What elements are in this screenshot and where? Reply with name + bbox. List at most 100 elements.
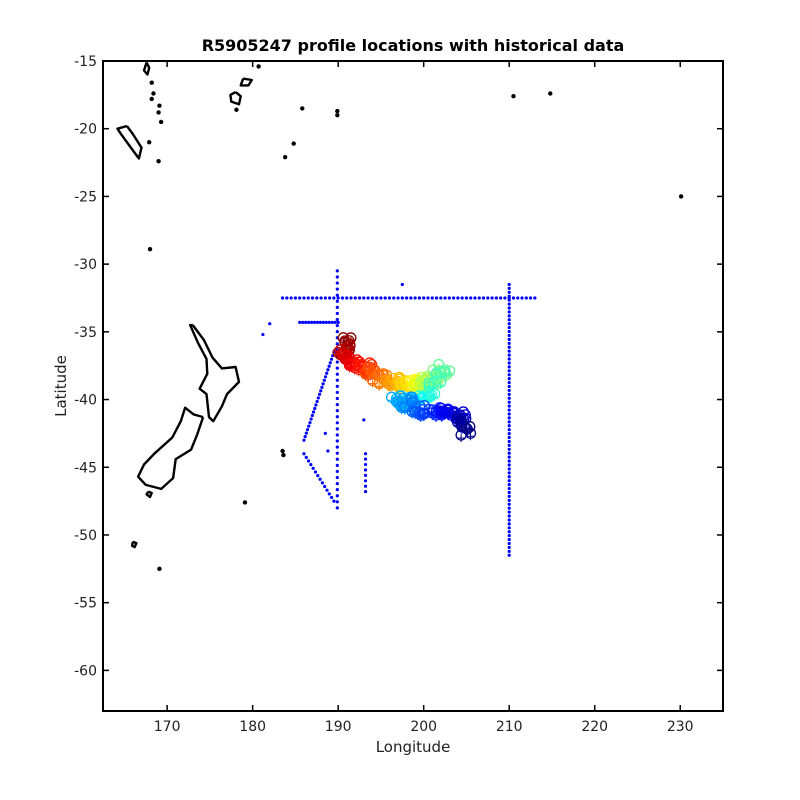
historical-point: [335, 494, 339, 498]
historical-point: [507, 518, 511, 522]
historical-point: [335, 293, 339, 297]
historical-point: [507, 534, 511, 538]
historical-point: [507, 435, 511, 440]
coastline: [229, 91, 242, 106]
historical-point: [335, 439, 339, 443]
historical-point: [507, 357, 511, 361]
island-marker: [149, 80, 154, 85]
historical-point: [507, 424, 511, 428]
historical-point: [335, 384, 339, 388]
historical-point: [315, 399, 319, 404]
historical-point: [320, 481, 324, 485]
historical-point: [285, 296, 289, 300]
historical-point: [335, 402, 339, 407]
coastline: [239, 77, 254, 87]
historical-point: [307, 424, 311, 428]
historical-point: [507, 322, 511, 326]
historical-point: [507, 553, 511, 557]
historical-point: [507, 510, 511, 514]
historical-point: [370, 296, 374, 300]
x-tick-label: 230: [667, 719, 694, 735]
historical-point: [447, 296, 451, 300]
historical-point: [326, 368, 330, 372]
historical-point: [507, 416, 511, 420]
plot-frame: [102, 60, 724, 712]
historical-point: [335, 469, 339, 474]
historical-point: [280, 296, 285, 300]
historical-point: [328, 296, 332, 300]
historical-point: [321, 320, 325, 324]
historical-point: [507, 388, 511, 393]
historical-point: [336, 296, 340, 300]
historical-point: [330, 320, 334, 324]
historical-point: [357, 296, 362, 300]
island-marker: [282, 154, 288, 160]
historical-point: [335, 305, 339, 309]
historical-point: [507, 459, 511, 463]
historical-point: [329, 495, 334, 500]
historical-point: [335, 360, 339, 364]
historical-point: [316, 396, 320, 400]
historical-point: [507, 286, 511, 290]
historical-point: [473, 296, 477, 300]
island-marker: [158, 119, 164, 125]
historical-point: [335, 506, 339, 510]
coastline-layer: [116, 61, 684, 572]
historical-point: [335, 415, 339, 419]
historical-point: [313, 470, 318, 474]
historical-point: [507, 365, 511, 369]
y-tick-label: -45: [74, 460, 97, 476]
historical-point: [323, 431, 327, 435]
historical-point: [309, 320, 314, 324]
historical-point: [387, 296, 392, 300]
historical-point: [316, 473, 320, 478]
historical-point: [507, 408, 511, 412]
coastline: [145, 490, 153, 499]
island-marker: [256, 64, 261, 69]
historical-point: [335, 481, 339, 486]
historical-point: [335, 390, 339, 395]
historical-point: [507, 443, 511, 447]
historical-point: [507, 428, 511, 432]
historical-point: [507, 373, 511, 377]
historical-point: [318, 477, 322, 481]
y-tick-label: -30: [74, 257, 97, 273]
historical-point: [335, 342, 339, 346]
historical-point: [507, 541, 511, 546]
historical-point: [507, 294, 511, 298]
historical-point: [335, 330, 339, 334]
historical-point: [507, 467, 511, 471]
historical-point: [335, 311, 339, 316]
x-tick-label: 190: [325, 719, 352, 735]
historical-point: [335, 463, 339, 467]
historical-point: [335, 287, 339, 291]
historical-point: [335, 488, 339, 492]
historical-point: [293, 296, 298, 300]
historical-point: [409, 296, 413, 300]
historical-point: [507, 384, 511, 389]
historical-point: [306, 459, 311, 463]
historical-point: [321, 382, 325, 386]
island-marker: [146, 140, 152, 145]
historical-point: [363, 452, 368, 456]
historical-point: [396, 296, 400, 300]
historical-point: [332, 499, 336, 503]
historical-point: [336, 320, 340, 324]
historical-point: [507, 361, 511, 365]
historical-point: [362, 418, 366, 422]
historical-point: [499, 296, 503, 300]
historical-point: [443, 296, 447, 300]
historical-point: [507, 490, 511, 495]
historical-point: [507, 486, 511, 491]
historical-point: [426, 296, 430, 300]
historical-point: [305, 428, 310, 432]
historical-point: [268, 322, 272, 326]
island-marker: [281, 452, 286, 458]
historical-point: [507, 302, 511, 306]
historical-point: [332, 296, 336, 300]
y-tick-label: -40: [74, 393, 97, 409]
historical-point: [322, 378, 326, 382]
historical-point: [507, 412, 511, 416]
y-tick-label: -15: [74, 54, 97, 70]
historical-point: [335, 378, 339, 382]
